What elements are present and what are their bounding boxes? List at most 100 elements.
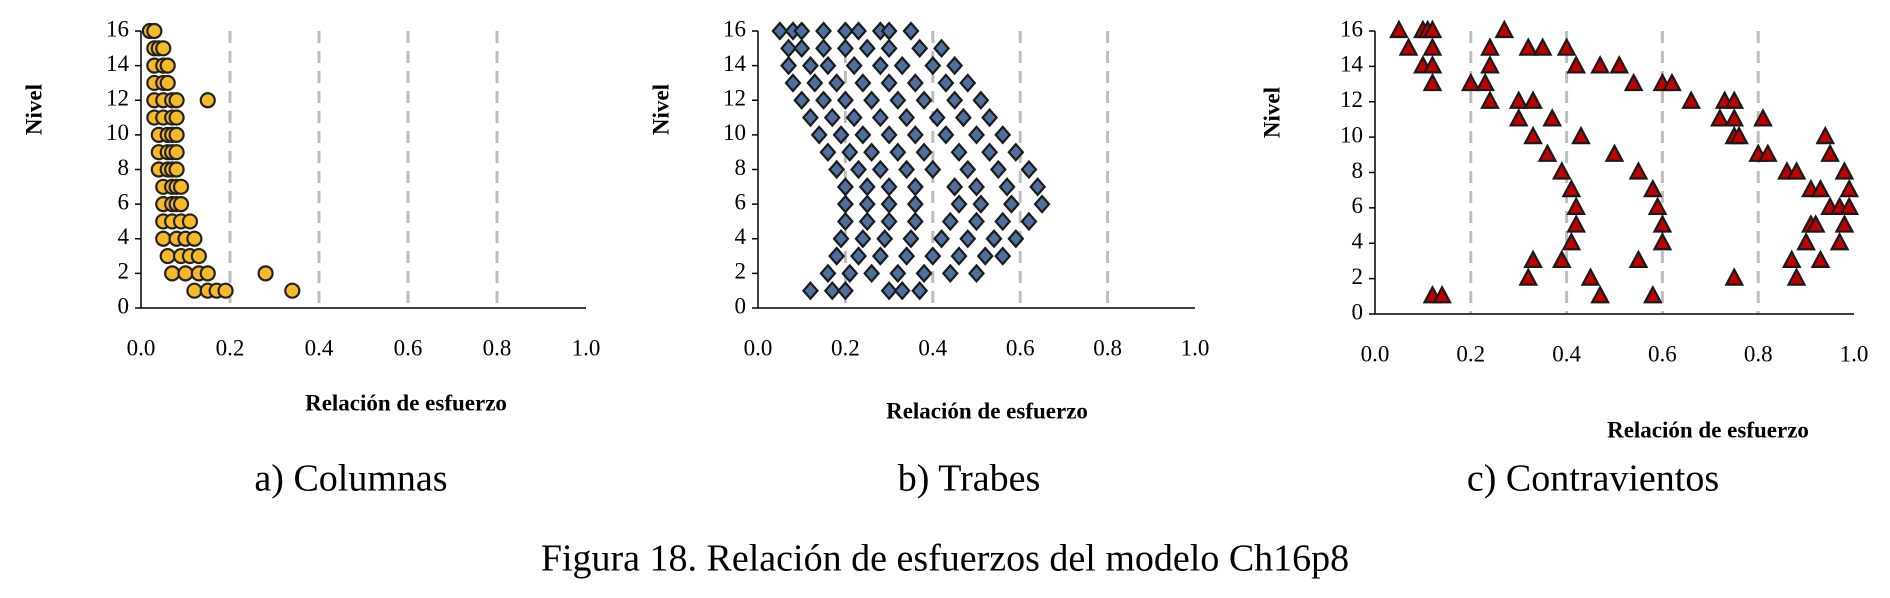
point xyxy=(902,21,920,41)
point xyxy=(946,177,964,197)
point xyxy=(190,247,207,265)
point xyxy=(1820,143,1840,162)
point xyxy=(880,125,898,145)
point xyxy=(1508,108,1529,127)
point xyxy=(1551,249,1572,269)
point xyxy=(1571,125,1591,145)
point xyxy=(994,211,1012,232)
point xyxy=(1480,55,1500,74)
point xyxy=(937,73,955,93)
x-tick-label: 0.6 xyxy=(1648,341,1677,366)
point xyxy=(1480,90,1500,109)
point xyxy=(828,73,846,93)
point xyxy=(1642,178,1663,198)
point xyxy=(1480,37,1500,56)
y-tick-label: 6 xyxy=(1352,193,1364,218)
point xyxy=(850,159,867,180)
point xyxy=(801,55,819,76)
point xyxy=(950,246,968,266)
point xyxy=(850,21,867,41)
y-tick-label: 12 xyxy=(1340,87,1363,112)
point xyxy=(780,55,798,76)
point xyxy=(828,159,846,180)
point xyxy=(845,107,863,128)
point xyxy=(1523,125,1543,145)
y-tick-label: 14 xyxy=(106,51,130,76)
x-tick-label: 0.8 xyxy=(483,335,512,360)
point xyxy=(889,142,907,162)
point xyxy=(1566,196,1587,215)
point xyxy=(1580,267,1601,286)
point xyxy=(1422,37,1443,56)
point xyxy=(911,281,929,301)
y-tick-label: 0 xyxy=(735,293,747,318)
point xyxy=(1757,143,1778,162)
point xyxy=(841,263,859,284)
point xyxy=(889,90,907,110)
x-tick-label: 0.0 xyxy=(1361,341,1390,366)
point xyxy=(181,213,199,230)
point xyxy=(823,281,841,301)
point xyxy=(819,142,837,162)
y-axis-title: Nivel xyxy=(648,84,673,135)
point xyxy=(841,142,859,162)
point xyxy=(928,107,946,128)
point xyxy=(1590,284,1610,304)
y-tick-label: 0 xyxy=(118,293,130,318)
point xyxy=(1020,211,1038,232)
x-tick-label: 1.0 xyxy=(572,335,601,360)
y-tick-label: 0 xyxy=(1352,299,1364,324)
point xyxy=(1518,267,1539,286)
x-tick-label: 1.0 xyxy=(1181,335,1210,360)
point xyxy=(159,247,176,265)
point xyxy=(880,38,898,58)
point xyxy=(906,211,924,232)
point xyxy=(199,92,216,109)
point xyxy=(946,90,964,110)
point xyxy=(1523,249,1543,269)
point xyxy=(1609,55,1630,74)
y-tick-label: 10 xyxy=(1340,122,1363,147)
point xyxy=(1724,108,1745,127)
point xyxy=(1604,143,1625,162)
point xyxy=(994,125,1012,145)
point xyxy=(858,177,876,197)
point xyxy=(1647,196,1668,215)
point xyxy=(1834,161,1855,180)
point xyxy=(1002,194,1020,214)
point xyxy=(1422,19,1443,39)
point xyxy=(1781,249,1802,269)
point xyxy=(880,194,898,214)
point xyxy=(880,281,898,301)
point xyxy=(819,55,837,76)
point xyxy=(1681,90,1701,109)
point xyxy=(976,246,994,266)
y-tick-label: 10 xyxy=(723,120,746,145)
point xyxy=(915,142,933,162)
point xyxy=(880,211,898,232)
point xyxy=(1724,90,1745,109)
point xyxy=(146,22,163,40)
y-tick-label: 2 xyxy=(118,259,130,284)
point xyxy=(1389,19,1409,39)
point xyxy=(1628,161,1649,180)
point xyxy=(924,246,942,266)
y-tick-label: 4 xyxy=(735,224,747,249)
point xyxy=(871,159,889,180)
point xyxy=(1523,90,1543,109)
point xyxy=(898,107,916,128)
point xyxy=(1642,284,1663,304)
x-tick-label: 0.4 xyxy=(918,335,947,360)
point xyxy=(1029,177,1047,197)
point xyxy=(968,177,985,197)
x-tick-label: 0.2 xyxy=(831,335,860,360)
point xyxy=(815,90,833,110)
point xyxy=(933,229,951,249)
point xyxy=(1652,231,1673,251)
point xyxy=(968,125,985,145)
x-tick-label: 0.6 xyxy=(1006,335,1035,360)
point xyxy=(832,125,850,145)
point xyxy=(1556,37,1577,56)
point xyxy=(828,246,846,266)
